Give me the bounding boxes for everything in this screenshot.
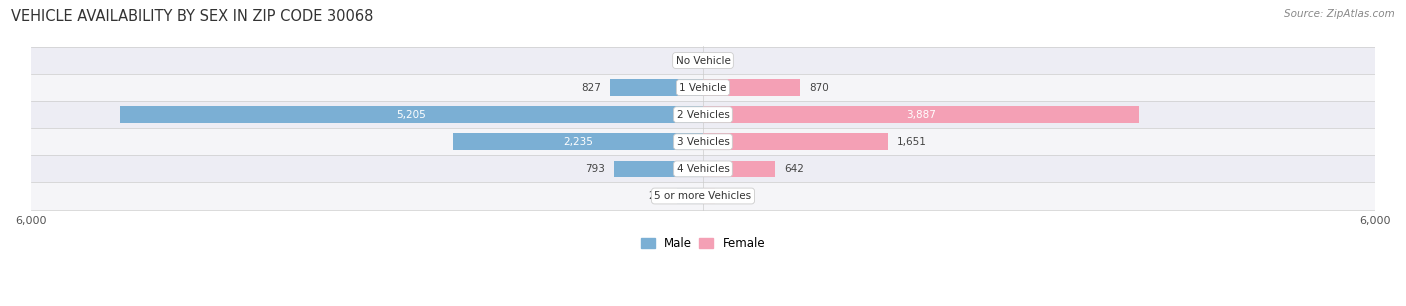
Bar: [31, 101, 1375, 128]
Bar: [676, 188, 703, 204]
Bar: [703, 79, 800, 96]
Bar: [31, 155, 1375, 182]
Text: 4 Vehicles: 4 Vehicles: [676, 164, 730, 174]
Text: 827: 827: [582, 83, 602, 93]
Text: 2,235: 2,235: [562, 137, 593, 147]
Text: 5,205: 5,205: [396, 110, 426, 120]
Bar: [31, 128, 1375, 155]
Legend: Male, Female: Male, Female: [636, 232, 770, 255]
Bar: [703, 133, 889, 150]
Text: No Vehicle: No Vehicle: [675, 55, 731, 65]
Text: 1 Vehicle: 1 Vehicle: [679, 83, 727, 93]
Bar: [702, 52, 703, 69]
Bar: [31, 182, 1375, 210]
Text: 642: 642: [785, 164, 804, 174]
Bar: [703, 106, 1139, 123]
Bar: [703, 161, 775, 177]
Text: 3 Vehicles: 3 Vehicles: [676, 137, 730, 147]
Bar: [610, 79, 703, 96]
Text: 870: 870: [810, 83, 830, 93]
Bar: [614, 161, 703, 177]
Text: 5 or more Vehicles: 5 or more Vehicles: [654, 191, 752, 201]
Text: Source: ZipAtlas.com: Source: ZipAtlas.com: [1284, 9, 1395, 19]
Bar: [31, 47, 1375, 74]
Bar: [703, 188, 714, 204]
Text: 3,887: 3,887: [905, 110, 935, 120]
Text: 233: 233: [648, 191, 668, 201]
Text: 13: 13: [679, 55, 693, 65]
Text: VEHICLE AVAILABILITY BY SEX IN ZIP CODE 30068: VEHICLE AVAILABILITY BY SEX IN ZIP CODE …: [11, 9, 374, 24]
Text: 793: 793: [585, 164, 605, 174]
Bar: [120, 106, 703, 123]
Text: 105: 105: [724, 191, 744, 201]
Text: 1,651: 1,651: [897, 137, 927, 147]
Bar: [453, 133, 703, 150]
Text: 2 Vehicles: 2 Vehicles: [676, 110, 730, 120]
Bar: [31, 74, 1375, 101]
Text: 0: 0: [711, 55, 718, 65]
